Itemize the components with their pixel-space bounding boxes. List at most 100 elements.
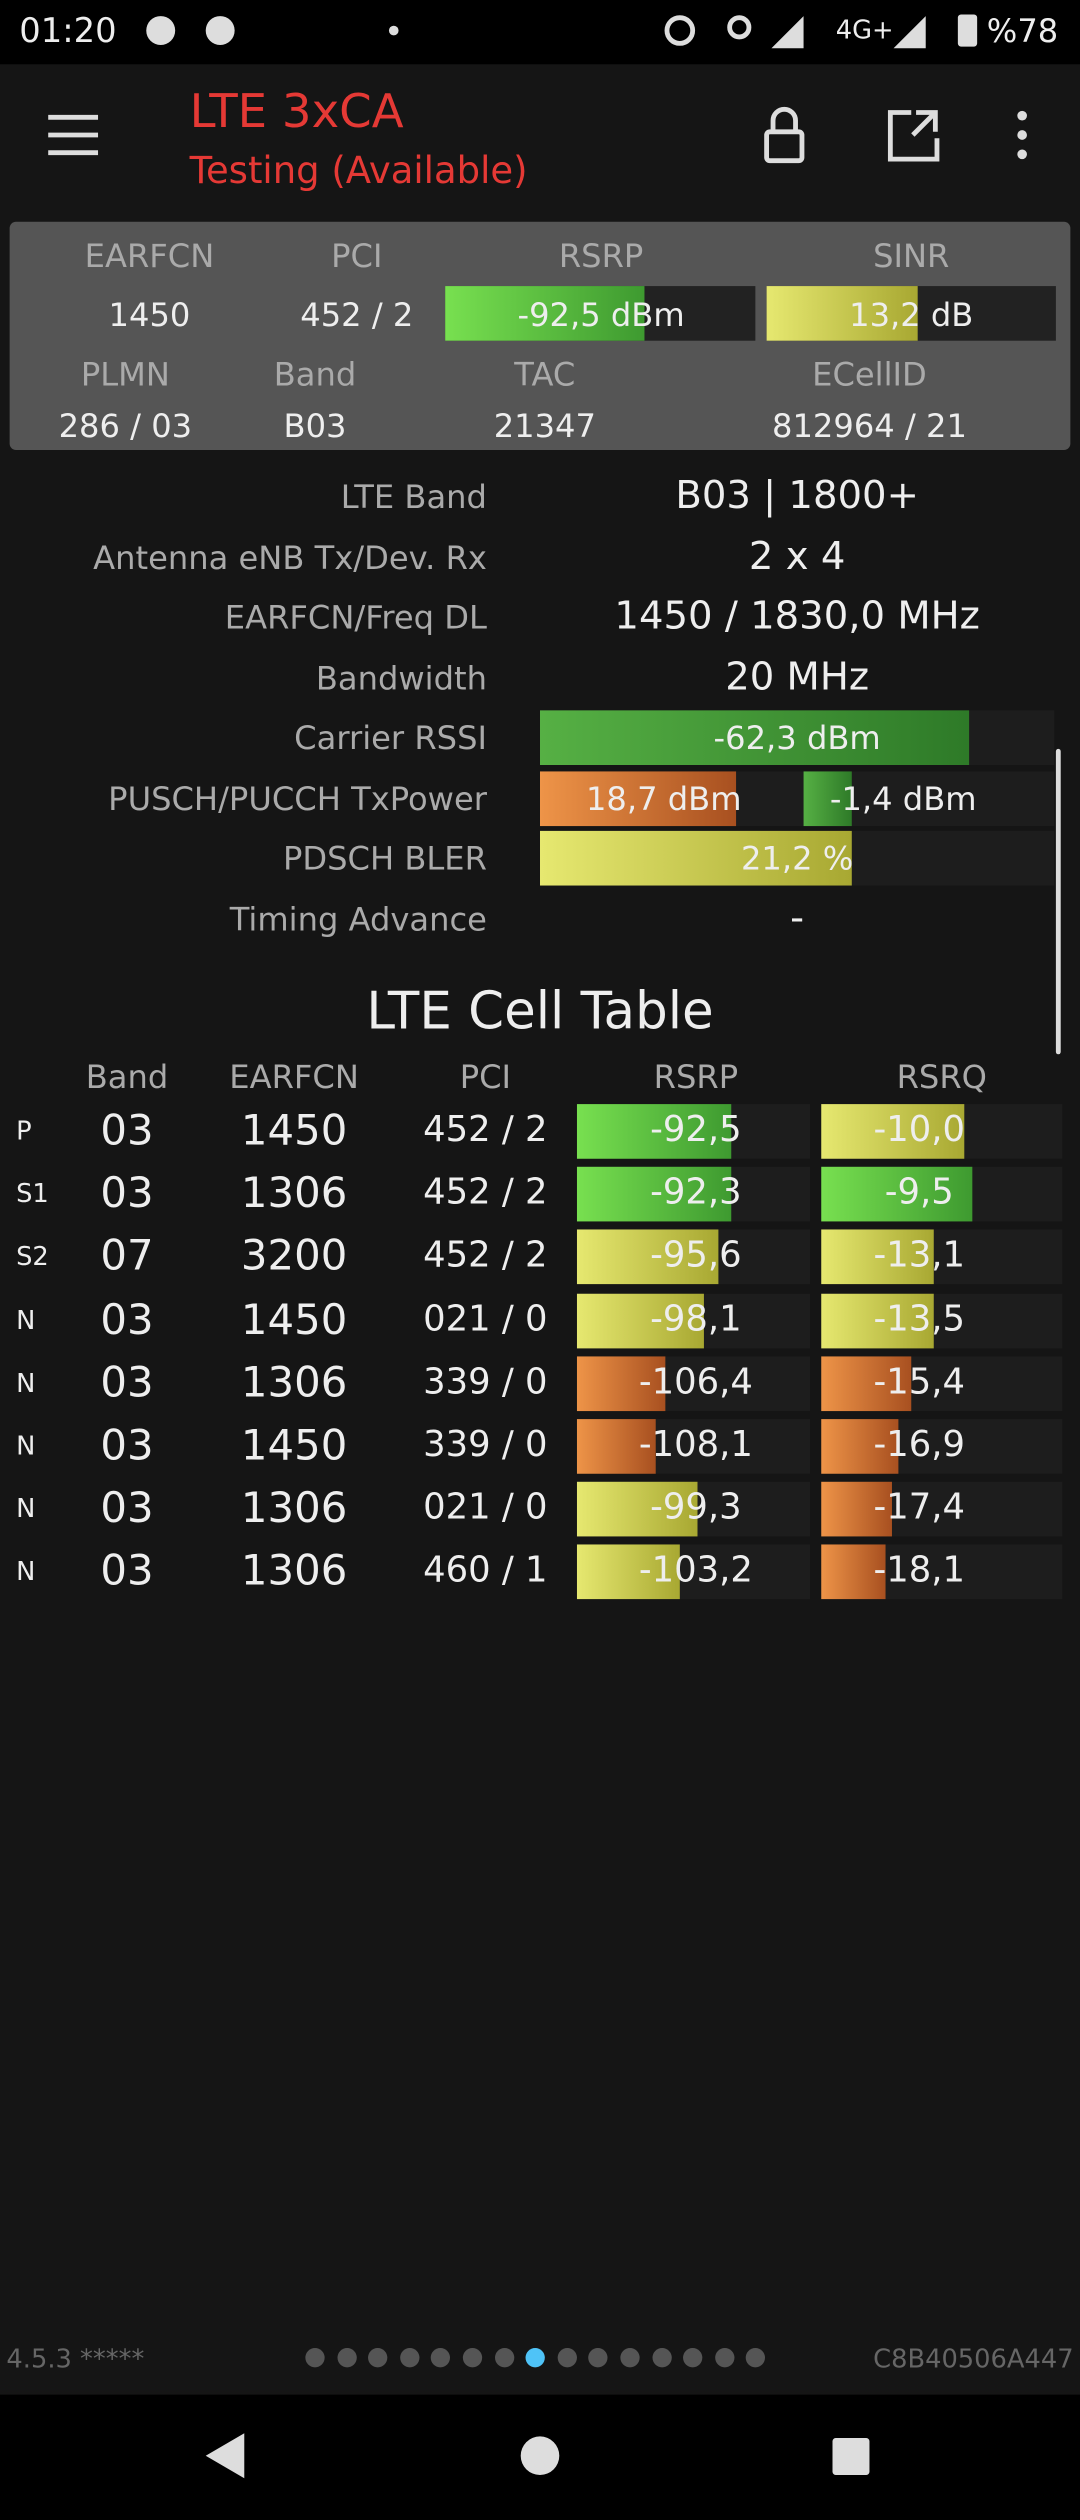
cell: 452 / 2 (423, 1173, 548, 1214)
page-dot[interactable] (431, 2348, 451, 2368)
detail-value: 18,7 dBm (585, 779, 742, 819)
bar (821, 1482, 892, 1537)
bar (576, 1482, 698, 1537)
detail-label: PUSCH/PUCCH TxPower (108, 779, 487, 819)
row-type: N (16, 1430, 36, 1461)
cell: 1450 (240, 1422, 348, 1471)
page-dot[interactable] (714, 2348, 735, 2368)
cell: 339 / 0 (423, 1425, 548, 1466)
cell: -9,5 (884, 1173, 954, 1214)
bar (576, 1545, 680, 1600)
cell: 339 / 0 (423, 1362, 548, 1403)
bar (445, 286, 645, 341)
detail-value: 21,2 % (740, 838, 854, 878)
battery: %78 (986, 11, 1059, 50)
cell: -106,4 (638, 1362, 753, 1403)
detail-value: -62,3 dBm (713, 718, 881, 757)
column-header: Band (85, 1057, 169, 1097)
page-dot[interactable] (494, 2348, 514, 2368)
cell: 03 (100, 1296, 154, 1345)
bar (821, 1545, 886, 1600)
detail-value: 2 x 4 (748, 533, 846, 579)
detail-value: -1,4 dBm (829, 779, 977, 819)
row-type: S2 (16, 1241, 49, 1272)
bar (821, 1419, 899, 1474)
cell: -13,5 (873, 1299, 966, 1340)
page-dot[interactable] (557, 2348, 577, 2368)
bar (821, 1230, 934, 1285)
summary-label: Band (273, 355, 357, 394)
summary-label: RSRP (558, 236, 644, 275)
cell: -92,5 (650, 1110, 742, 1151)
page-dot[interactable] (368, 2348, 388, 2368)
bar (576, 1167, 732, 1222)
page-dot[interactable] (525, 2348, 546, 2368)
menu-dots[interactable] (1017, 110, 1027, 160)
cell: 1306 (240, 1359, 348, 1408)
summary-value: 812964 / 21 (772, 406, 967, 446)
cell: 460 / 1 (423, 1551, 548, 1592)
cell: 1306 (240, 1548, 348, 1597)
detail-label: Bandwidth (315, 658, 487, 698)
detail-label: LTE Band (340, 477, 487, 516)
cell: 452 / 2 (423, 1236, 548, 1277)
cell: -18,1 (873, 1551, 966, 1592)
column-header: RSRP (653, 1057, 739, 1097)
version: 4.5.3 ***** (6, 2343, 145, 2374)
time: 01:20 (19, 11, 117, 50)
device-id: C8B40506A447 (873, 2343, 1074, 2374)
summary-label: TAC (514, 355, 576, 394)
nav-icons[interactable] (0, 2395, 1080, 2520)
summary-value: 1450 (108, 295, 191, 335)
bar (540, 830, 852, 886)
detail-label: EARFCN/Freq DL (224, 597, 487, 637)
page-dot[interactable] (336, 2348, 357, 2368)
summary-value: 13,2 dB (849, 295, 974, 335)
page-dot[interactable] (305, 2348, 325, 2368)
detail-value: 1450 / 1830,0 MHz (614, 593, 980, 639)
cell: 07 (100, 1233, 154, 1282)
page-dot[interactable] (651, 2348, 672, 2368)
bar (576, 1356, 666, 1411)
summary-label: PLMN (80, 355, 170, 394)
cell: -13,1 (873, 1236, 966, 1277)
detail-label: Antenna eNB Tx/Dev. Rx (93, 538, 487, 577)
page-dot[interactable] (462, 2348, 483, 2368)
cell: 03 (100, 1485, 154, 1534)
bar (821, 1167, 973, 1222)
page-dot[interactable] (620, 2348, 640, 2368)
bar (821, 1356, 912, 1411)
cell: 021 / 0 (423, 1299, 548, 1340)
column-header: RSRQ (896, 1057, 987, 1097)
cell: -92,3 (650, 1173, 742, 1214)
page-dot[interactable] (588, 2348, 609, 2368)
cell: -15,4 (873, 1362, 966, 1403)
bar (576, 1293, 704, 1348)
cell: -108,1 (638, 1425, 753, 1466)
scrollbar (1055, 748, 1061, 1055)
detail-label: Carrier RSSI (294, 718, 487, 757)
row-type: N (16, 1367, 36, 1398)
cell: 021 / 0 (423, 1488, 548, 1529)
detail-label: PDSCH BLER (282, 838, 487, 878)
bar (540, 710, 970, 765)
bar (766, 286, 918, 341)
detail-label: Timing Advance (229, 900, 487, 939)
network: 4G+ (835, 14, 894, 45)
subtitle: Testing (Available) (189, 151, 528, 193)
cell: 03 (100, 1107, 154, 1156)
cell: -10,0 (873, 1110, 966, 1151)
cell: 1306 (240, 1485, 348, 1534)
nav-bar (0, 2394, 1080, 2520)
row-type: S1 (16, 1178, 49, 1209)
row-type: N (16, 1556, 36, 1587)
cell: -17,4 (873, 1488, 966, 1529)
page-dot[interactable] (746, 2348, 766, 2368)
cell: 1306 (240, 1170, 348, 1219)
cell: -16,9 (873, 1425, 966, 1466)
page-dot[interactable] (683, 2348, 703, 2368)
page-dot[interactable] (399, 2348, 420, 2368)
table-title: LTE Cell Table (366, 980, 714, 1042)
column-header: PCI (459, 1057, 512, 1097)
cell: 03 (100, 1359, 154, 1408)
